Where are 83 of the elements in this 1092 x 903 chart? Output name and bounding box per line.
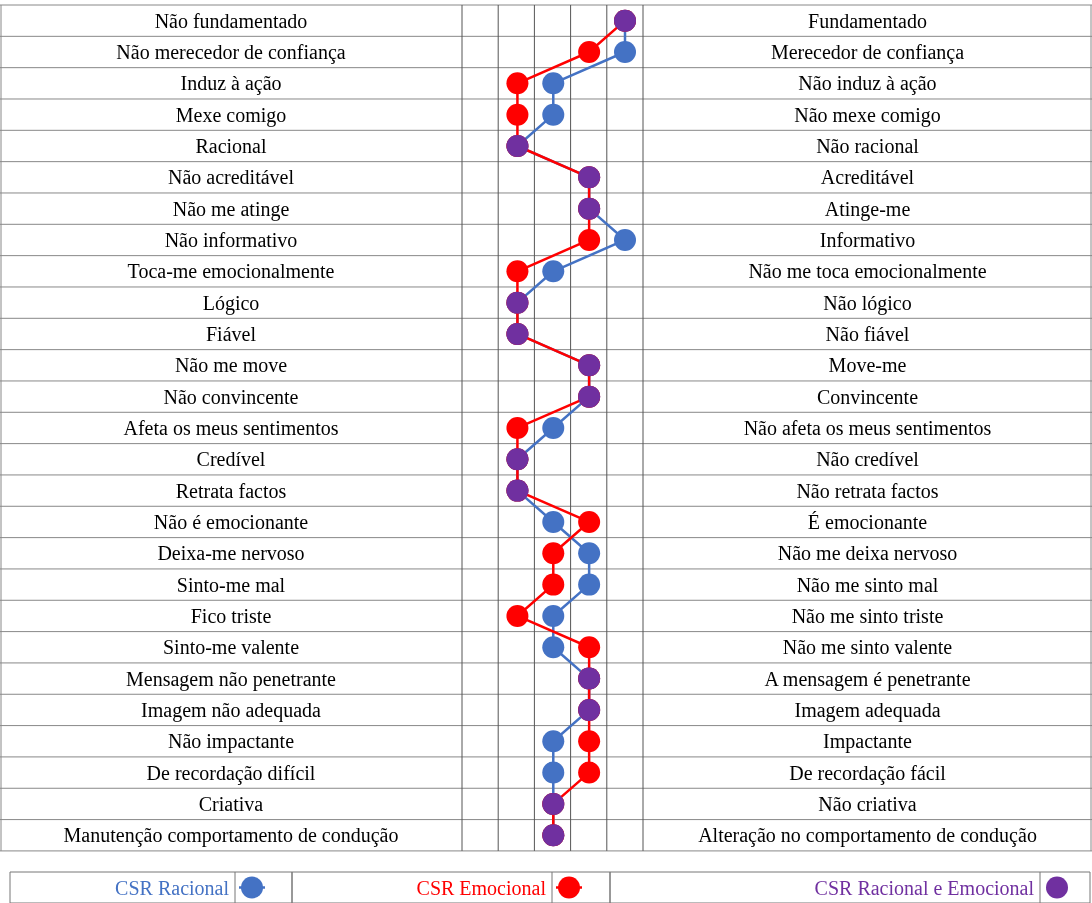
point bbox=[578, 41, 601, 63]
y-tick-label: Não é emocionante bbox=[153, 510, 309, 533]
y2-tick-label: Convincente bbox=[816, 385, 919, 408]
point bbox=[614, 41, 636, 63]
y2-tick-label: Não racional bbox=[816, 134, 920, 157]
y-tick-label: Não impactante bbox=[167, 730, 295, 754]
point bbox=[542, 510, 565, 533]
point bbox=[542, 573, 565, 596]
y-tick-label: Não fundamentado bbox=[154, 9, 308, 32]
y-tick-label: Fiável bbox=[206, 322, 257, 345]
point bbox=[542, 103, 565, 126]
y2-tick-label: É emocionante bbox=[807, 510, 928, 533]
y-tick-label: Afeta os meus sentimentos bbox=[123, 416, 339, 439]
y2-tick-label: Não afeta os meus sentimentos bbox=[743, 416, 992, 439]
y2-tick-label: Informativo bbox=[819, 228, 916, 251]
y-tick-label: Mexe comigo bbox=[175, 103, 287, 127]
series-label: CSR Emocional bbox=[416, 876, 547, 899]
y2-tick-label: Não mexe comigo bbox=[794, 103, 941, 127]
point bbox=[578, 542, 601, 565]
point bbox=[578, 510, 601, 533]
y-tick-label: De recordação difícil bbox=[146, 761, 316, 785]
y2-tick-label: Não me deixa nervoso bbox=[777, 542, 958, 565]
y-tick-label: Não me atinge bbox=[172, 197, 290, 221]
y-tick-label: Manutenção comportamento de condução bbox=[63, 824, 399, 848]
point bbox=[542, 761, 565, 784]
text: CSR Racional e Emocional bbox=[814, 876, 1035, 899]
y2-tick-label: Não me sinto triste bbox=[791, 604, 944, 627]
y2-tick-label: Move-me bbox=[828, 354, 907, 377]
y2-tick-label: Não fiável bbox=[825, 322, 910, 345]
y-tick-label: Mensagem não penetrante bbox=[126, 667, 337, 691]
y-tick-label: Racional bbox=[195, 134, 267, 157]
y-tick-label: Sinto-me valente bbox=[162, 636, 300, 659]
y-tick-label: Não me move bbox=[174, 354, 288, 377]
point bbox=[578, 573, 601, 596]
y-tick-label: Sinto-me mal bbox=[176, 573, 286, 596]
y-tick-label: Não acreditável bbox=[167, 166, 295, 189]
y-tick-label: Toca-me emocionalmente bbox=[127, 260, 335, 283]
y-tick-label: Retrata factos bbox=[175, 479, 287, 502]
y2-tick-label: Não lógico bbox=[823, 291, 912, 315]
point bbox=[542, 604, 565, 627]
point bbox=[578, 228, 601, 251]
point bbox=[542, 636, 565, 659]
y-tick-label: Credível bbox=[196, 448, 266, 471]
y2-tick-label: Alteração no comportamento de condução bbox=[698, 824, 1037, 848]
y-tick-label: Deixa-me nervoso bbox=[157, 542, 305, 565]
point bbox=[506, 604, 529, 627]
point bbox=[506, 72, 529, 95]
point bbox=[542, 416, 565, 439]
y2-tick-label: Não criativa bbox=[818, 792, 917, 815]
point bbox=[542, 730, 565, 753]
y2-tick-label: Não me toca emocionalmente bbox=[748, 260, 987, 283]
y-tick-label: Não convincente bbox=[163, 385, 299, 408]
point bbox=[542, 542, 565, 565]
point bbox=[506, 416, 529, 439]
y2-tick-label: Merecedor de confiança bbox=[770, 40, 965, 64]
point bbox=[578, 636, 601, 659]
y2-tick-label: Fundamentado bbox=[808, 9, 927, 32]
point bbox=[578, 761, 601, 784]
y2-tick-label: Atinge-me bbox=[824, 197, 911, 221]
point bbox=[542, 260, 565, 283]
y-tick-label: Lógico bbox=[202, 291, 260, 315]
y-tick-label: Não informativo bbox=[164, 228, 298, 251]
text: CSR Racional bbox=[115, 876, 230, 899]
y2-tick-label: Não credível bbox=[816, 448, 920, 471]
y-tick-label: Não merecedor de confiança bbox=[116, 40, 346, 64]
y2-tick-label: Imagem adequada bbox=[794, 698, 941, 722]
y2-tick-label: Não retrata factos bbox=[796, 479, 939, 502]
y2-tick-label: Não me sinto valente bbox=[782, 636, 953, 659]
y-tick-label: Induz à ação bbox=[180, 72, 282, 96]
y-tick-label: Imagem não adequada bbox=[141, 698, 322, 722]
point bbox=[506, 260, 529, 283]
y2-tick-label: Acreditável bbox=[820, 166, 915, 189]
point bbox=[578, 730, 601, 753]
point bbox=[542, 72, 565, 95]
y2-tick-label: Impactante bbox=[823, 730, 913, 754]
point bbox=[506, 103, 529, 126]
y2-tick-label: Não induz à ação bbox=[798, 72, 937, 96]
y2-tick-label: Não me sinto mal bbox=[796, 573, 939, 596]
y2-tick-label: A mensagem é penetrante bbox=[764, 667, 971, 691]
point bbox=[614, 228, 636, 251]
y-tick-label: Fico triste bbox=[190, 604, 272, 627]
y-tick-label: Criativa bbox=[198, 792, 264, 815]
y2-tick-label: De recordação fácil bbox=[789, 761, 947, 785]
